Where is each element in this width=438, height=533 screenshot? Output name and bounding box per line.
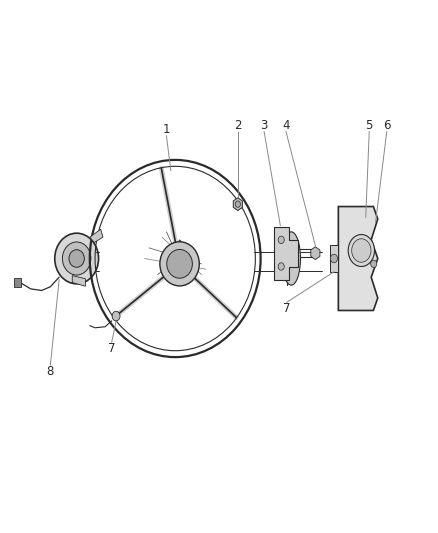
FancyBboxPatch shape: [170, 257, 183, 268]
Text: 7: 7: [283, 302, 291, 315]
Text: 8: 8: [47, 365, 54, 378]
Circle shape: [330, 254, 337, 263]
Ellipse shape: [282, 232, 300, 285]
Polygon shape: [14, 278, 21, 287]
Circle shape: [371, 260, 377, 268]
Polygon shape: [90, 229, 103, 243]
Polygon shape: [311, 247, 320, 260]
Text: 1: 1: [162, 123, 170, 136]
Polygon shape: [72, 276, 85, 286]
Polygon shape: [274, 227, 298, 280]
Text: 4: 4: [282, 119, 290, 132]
Ellipse shape: [167, 249, 192, 278]
Circle shape: [112, 311, 120, 321]
Polygon shape: [338, 206, 378, 310]
Circle shape: [235, 201, 240, 207]
Polygon shape: [166, 240, 193, 272]
Ellipse shape: [69, 249, 84, 268]
Ellipse shape: [55, 233, 99, 284]
Ellipse shape: [62, 242, 91, 275]
Circle shape: [278, 263, 284, 270]
Text: 5: 5: [366, 119, 373, 132]
Circle shape: [278, 236, 284, 244]
Polygon shape: [233, 198, 242, 211]
Text: 3: 3: [261, 119, 268, 132]
Polygon shape: [329, 245, 338, 272]
Circle shape: [352, 239, 371, 262]
Circle shape: [348, 235, 374, 266]
Text: 7: 7: [108, 342, 116, 355]
Ellipse shape: [160, 242, 199, 286]
Text: 6: 6: [383, 119, 391, 132]
Text: 2: 2: [234, 119, 242, 132]
